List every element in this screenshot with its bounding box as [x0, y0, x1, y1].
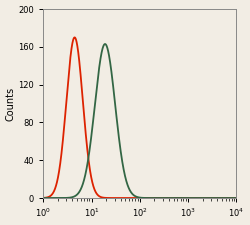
Y-axis label: Counts: Counts	[6, 86, 16, 121]
